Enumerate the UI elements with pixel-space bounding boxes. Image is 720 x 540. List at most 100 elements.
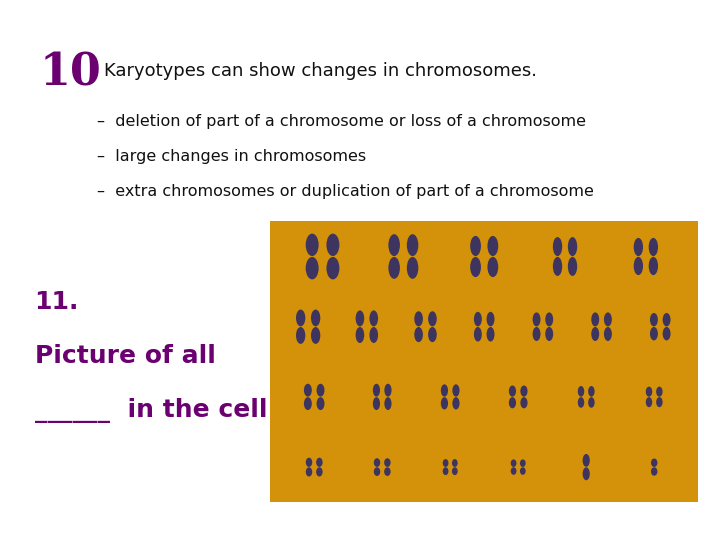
Ellipse shape [656,387,662,397]
Ellipse shape [649,238,658,256]
Ellipse shape [356,310,364,326]
Ellipse shape [452,459,458,467]
Text: –  deletion of part of a chromosome or loss of a chromosome: – deletion of part of a chromosome or lo… [97,114,586,129]
Ellipse shape [650,327,658,340]
Ellipse shape [510,460,516,467]
Ellipse shape [373,397,380,410]
Ellipse shape [487,236,498,256]
Ellipse shape [604,312,612,326]
Ellipse shape [646,397,652,407]
Ellipse shape [384,397,392,410]
Text: 11.: 11. [35,291,79,314]
Ellipse shape [470,236,481,256]
Ellipse shape [521,386,528,397]
Ellipse shape [510,467,516,475]
Ellipse shape [296,327,305,344]
Ellipse shape [577,386,584,397]
Ellipse shape [441,397,448,409]
Ellipse shape [582,467,590,480]
Ellipse shape [428,311,437,326]
Ellipse shape [545,327,553,341]
Ellipse shape [306,257,319,279]
Ellipse shape [470,257,481,277]
Ellipse shape [533,327,541,341]
Ellipse shape [369,310,378,326]
Ellipse shape [388,234,400,256]
Ellipse shape [384,458,391,467]
Ellipse shape [373,384,380,397]
Ellipse shape [474,327,482,342]
Ellipse shape [651,467,657,476]
Ellipse shape [356,327,364,343]
Ellipse shape [474,312,482,326]
Ellipse shape [487,312,495,326]
Ellipse shape [304,397,312,410]
Ellipse shape [651,458,657,467]
Ellipse shape [443,459,449,467]
Ellipse shape [487,257,498,277]
Ellipse shape [414,327,423,342]
Ellipse shape [649,257,658,275]
Ellipse shape [311,309,320,326]
Ellipse shape [634,257,643,275]
Ellipse shape [452,384,459,397]
Ellipse shape [384,467,391,476]
Ellipse shape [591,327,599,341]
Ellipse shape [384,384,392,397]
Ellipse shape [662,313,670,327]
Ellipse shape [568,237,577,256]
Ellipse shape [650,313,658,327]
Ellipse shape [591,312,599,326]
Ellipse shape [306,234,319,256]
Ellipse shape [582,454,590,467]
Ellipse shape [407,234,418,256]
Ellipse shape [326,257,339,279]
Ellipse shape [388,257,400,279]
Ellipse shape [656,397,662,407]
Ellipse shape [441,384,448,397]
Text: 10: 10 [40,51,102,94]
Ellipse shape [316,458,323,467]
Ellipse shape [443,467,449,475]
Ellipse shape [662,327,670,340]
Ellipse shape [521,397,528,408]
Ellipse shape [604,327,612,341]
Ellipse shape [588,386,595,397]
Ellipse shape [428,327,437,342]
Ellipse shape [304,384,312,397]
Ellipse shape [568,257,577,276]
Ellipse shape [414,311,423,326]
Ellipse shape [520,467,526,475]
Ellipse shape [533,312,541,326]
Ellipse shape [306,467,312,476]
Text: Karyotypes can show changes in chromosomes.: Karyotypes can show changes in chromosom… [104,62,537,80]
Ellipse shape [520,460,526,467]
Ellipse shape [317,397,325,410]
Ellipse shape [487,327,495,342]
Ellipse shape [311,327,320,344]
Ellipse shape [452,467,458,475]
Ellipse shape [296,309,305,326]
Ellipse shape [326,234,339,256]
Ellipse shape [634,238,643,256]
Ellipse shape [553,237,562,256]
Text: ______  in the cell: ______ in the cell [35,398,267,423]
Ellipse shape [374,458,380,467]
Ellipse shape [545,312,553,326]
Ellipse shape [374,467,380,476]
Ellipse shape [316,467,323,476]
Text: Picture of all: Picture of all [35,345,215,368]
Ellipse shape [588,397,595,408]
Ellipse shape [577,397,584,408]
Ellipse shape [553,257,562,276]
Text: ·: · [71,54,79,78]
Ellipse shape [407,257,418,279]
Ellipse shape [317,384,325,397]
Ellipse shape [509,397,516,408]
Text: –  large changes in chromosomes: – large changes in chromosomes [97,149,366,164]
FancyBboxPatch shape [270,221,698,502]
Ellipse shape [509,386,516,397]
Ellipse shape [452,397,459,409]
Ellipse shape [646,387,652,397]
Ellipse shape [306,458,312,467]
